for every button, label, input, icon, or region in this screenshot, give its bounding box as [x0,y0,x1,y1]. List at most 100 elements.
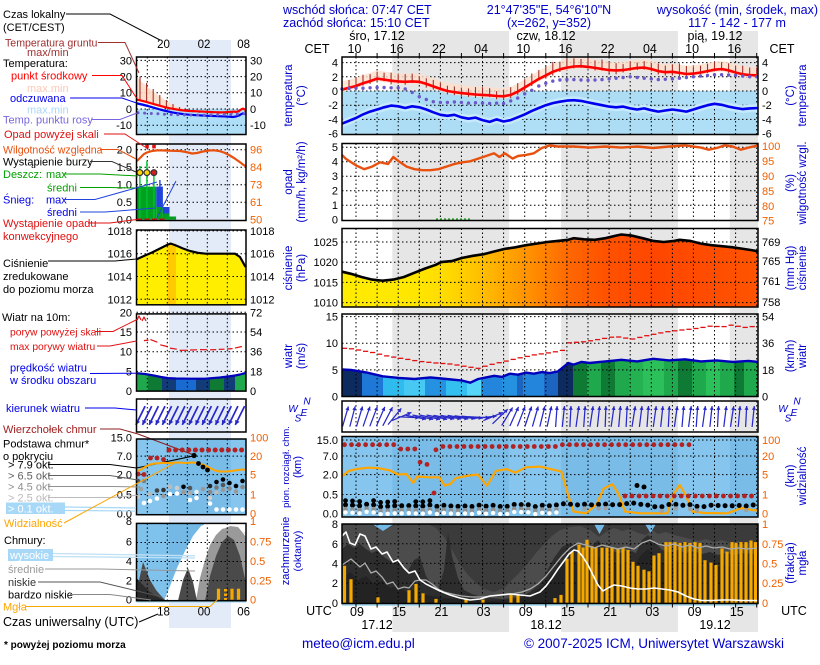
svg-text:> 0.1 okt.: > 0.1 okt. [8,504,54,516]
svg-text:100: 100 [762,141,780,153]
svg-text:5: 5 [332,365,338,377]
svg-text:09: 09 [519,605,533,619]
svg-text:0.5: 0.5 [762,558,777,570]
svg-text:-10: -10 [116,120,132,132]
svg-text:Wiatr na 10m:: Wiatr na 10m: [2,312,70,324]
svg-text:odczuwana: odczuwana [10,93,67,105]
svg-text:10: 10 [348,42,362,56]
svg-text:10: 10 [250,88,262,100]
svg-text:wysokość (min, środek, max): wysokość (min, środek, max) [656,3,818,17]
svg-text:meteo@icm.edu.pl: meteo@icm.edu.pl [302,636,415,651]
svg-text:(hPa): (hPa) [296,254,308,282]
svg-text:0: 0 [762,392,768,404]
svg-text:03: 03 [477,605,491,619]
svg-text:54: 54 [762,312,774,324]
svg-text:Opad powyżej skali: Opad powyżej skali [4,129,99,141]
svg-text:00: 00 [198,607,211,619]
svg-text:0.25: 0.25 [250,575,271,587]
svg-text:S: S [785,414,792,425]
svg-text:20: 20 [250,451,262,463]
svg-text:0: 0 [250,595,256,607]
svg-text:761: 761 [762,276,780,288]
svg-text:1: 1 [332,200,338,212]
svg-text:E: E [301,408,308,419]
svg-text:21°47'35"E, 54°6'10"N: 21°47'35"E, 54°6'10"N [487,3,611,17]
svg-text:Wystąpienie opadu: Wystąpienie opadu [3,218,96,230]
svg-text:769: 769 [762,237,780,249]
svg-text:-4: -4 [762,114,772,126]
svg-text:36: 36 [250,347,262,359]
svg-text:N: N [793,397,801,408]
svg-text:7.0: 7.0 [117,451,132,463]
svg-text:06: 06 [237,607,250,619]
svg-text:(x=262, y=352): (x=262, y=352) [507,16,591,30]
svg-text:0.75: 0.75 [762,539,783,551]
svg-text:(frakcja): (frakcja) [785,542,797,584]
svg-text:09: 09 [688,605,702,619]
svg-text:5: 5 [126,366,132,378]
svg-text:18: 18 [157,607,170,619]
svg-text:-2: -2 [328,100,338,112]
svg-text:punkt środkowy: punkt środkowy [11,71,88,83]
svg-text:18.12: 18.12 [530,618,561,632]
svg-text:opad: opad [283,169,295,195]
svg-text:-10: -10 [250,120,266,132]
svg-text:100: 100 [762,435,780,447]
svg-text:0: 0 [762,86,768,98]
svg-text:(km/h): (km/h) [785,340,797,373]
svg-text:© 2007-2025 ICM, Uniwersytet W: © 2007-2025 ICM, Uniwersytet Warszawski [524,636,784,651]
svg-text:0.75: 0.75 [250,537,271,549]
svg-text:4: 4 [762,58,768,70]
svg-text:96: 96 [250,145,262,157]
svg-text:ciśnienie: ciśnienie [797,246,809,291]
svg-text:10: 10 [685,42,699,56]
svg-text:do poziomu morza: do poziomu morza [3,284,94,296]
svg-text:Temp. punktu rosy: Temp. punktu rosy [3,115,93,127]
svg-text:36: 36 [762,338,774,350]
svg-text:758: 758 [762,297,780,309]
svg-text:5: 5 [250,470,256,482]
svg-text:2.0: 2.0 [117,145,132,157]
svg-text:20: 20 [250,72,262,84]
svg-text:15.0: 15.0 [111,433,132,445]
svg-text:1: 1 [762,490,768,502]
svg-text:02: 02 [198,39,211,51]
svg-text:-6: -6 [762,129,772,141]
svg-text:zachmurzenie: zachmurzenie [280,517,292,585]
svg-text:bardzo niskie: bardzo niskie [8,590,73,602]
svg-text:15: 15 [730,605,744,619]
svg-text:1018: 1018 [108,226,132,238]
svg-text:5: 5 [332,142,338,154]
svg-text:0.5: 0.5 [250,556,265,568]
svg-text:80: 80 [762,201,774,213]
svg-text:temperatura: temperatura [797,64,809,127]
svg-text:7.0: 7.0 [323,451,338,463]
svg-text:2.0: 2.0 [323,470,338,482]
svg-text:1018: 1018 [250,226,274,238]
svg-text:4: 4 [332,157,338,169]
svg-text:1: 1 [762,519,768,531]
svg-text:Wierzchołek chmur: Wierzchołek chmur [3,424,97,436]
svg-text:21: 21 [603,605,617,619]
svg-text:21: 21 [434,605,448,619]
svg-text:2.0: 2.0 [117,470,132,482]
svg-text:8: 8 [126,516,132,528]
svg-text:* powyżej poziomu morza: * powyżej poziomu morza [4,640,126,651]
svg-text:(°C): (°C) [296,85,308,106]
svg-text:1010: 1010 [314,298,338,310]
svg-text:54: 54 [250,327,262,339]
svg-text:Czas lokalny: Czas lokalny [3,9,66,21]
svg-text:max porywy wiatru: max porywy wiatru [10,342,96,353]
svg-text:0: 0 [250,386,256,398]
svg-text:pion. rozciągł. chm.: pion. rozciągł. chm. [281,426,292,508]
svg-text:0: 0 [332,598,338,610]
svg-text:100: 100 [250,433,268,445]
svg-text:84: 84 [250,162,262,174]
svg-text:73: 73 [250,180,262,192]
svg-text:wysokie: wysokie [9,550,49,562]
svg-text:Wilgotność względna: Wilgotność względna [3,145,103,157]
svg-text:Czas uniwersalny (UTC): Czas uniwersalny (UTC) [3,615,138,629]
svg-text:15: 15 [561,605,575,619]
svg-text:wschód słońca: 07:47 CET: wschód słońca: 07:47 CET [282,3,432,17]
svg-text:Ciśnienie: Ciśnienie [3,258,48,270]
